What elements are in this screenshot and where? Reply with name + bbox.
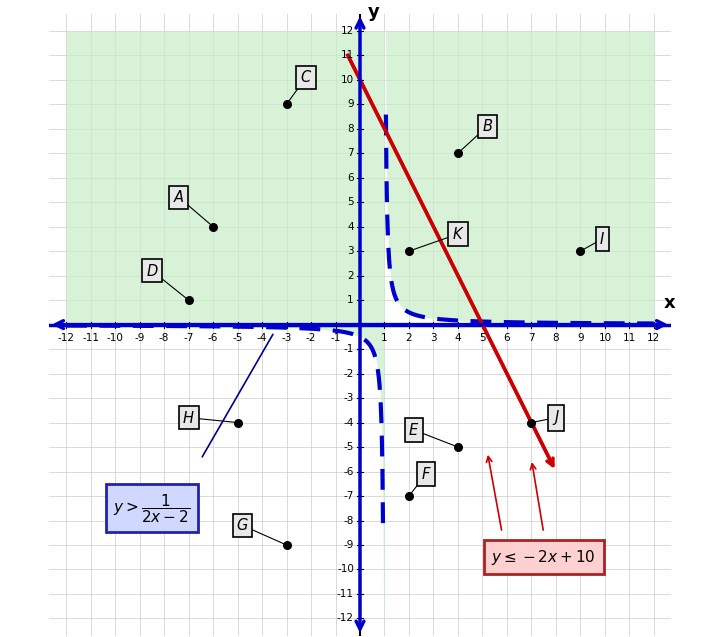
Text: -6: -6: [208, 333, 218, 343]
Text: -4: -4: [257, 333, 267, 343]
Text: -12: -12: [337, 613, 354, 624]
Text: 11: 11: [341, 50, 354, 61]
Text: -8: -8: [343, 515, 354, 526]
Text: 3: 3: [347, 246, 354, 256]
Text: -2: -2: [306, 333, 316, 343]
Text: 8: 8: [552, 333, 559, 343]
Text: -7: -7: [343, 491, 354, 501]
Text: $\mathit{G}$: $\mathit{G}$: [236, 517, 248, 533]
Text: 1: 1: [381, 333, 388, 343]
Text: 2: 2: [347, 271, 354, 281]
Text: -6: -6: [343, 466, 354, 476]
Text: $y>\dfrac{1}{2x-2}$: $y>\dfrac{1}{2x-2}$: [113, 492, 191, 525]
Text: -3: -3: [282, 333, 292, 343]
Text: -9: -9: [135, 333, 145, 343]
Text: $\mathit{J}$: $\mathit{J}$: [552, 408, 560, 427]
Text: $\mathit{E}$: $\mathit{E}$: [408, 422, 420, 438]
Text: -1: -1: [343, 344, 354, 354]
Text: 10: 10: [598, 333, 611, 343]
Text: 11: 11: [623, 333, 636, 343]
Text: 5: 5: [479, 333, 486, 343]
Text: 7: 7: [528, 333, 535, 343]
Text: y: y: [367, 3, 379, 21]
Text: 4: 4: [454, 333, 462, 343]
Text: 1: 1: [347, 295, 354, 305]
Text: -11: -11: [82, 333, 99, 343]
Text: $\mathit{C}$: $\mathit{C}$: [300, 69, 312, 85]
Text: -8: -8: [159, 333, 169, 343]
Text: 9: 9: [347, 99, 354, 109]
Text: $\mathit{K}$: $\mathit{K}$: [451, 226, 464, 242]
Text: 10: 10: [341, 75, 354, 85]
Text: $\mathit{F}$: $\mathit{F}$: [420, 466, 431, 482]
Text: 12: 12: [647, 333, 660, 343]
Text: $\mathit{I}$: $\mathit{I}$: [600, 231, 606, 247]
Text: -1: -1: [330, 333, 341, 343]
Text: -5: -5: [233, 333, 243, 343]
Text: x: x: [664, 294, 675, 312]
Text: 9: 9: [577, 333, 584, 343]
Text: 4: 4: [347, 222, 354, 232]
Text: 5: 5: [347, 197, 354, 207]
Text: 12: 12: [341, 25, 354, 36]
Text: 8: 8: [347, 124, 354, 134]
Text: $\mathit{A}$: $\mathit{A}$: [173, 189, 184, 205]
Text: -12: -12: [58, 333, 75, 343]
Text: -9: -9: [343, 540, 354, 550]
Text: -10: -10: [337, 564, 354, 575]
Text: $\mathit{H}$: $\mathit{H}$: [182, 410, 195, 426]
Text: -4: -4: [343, 418, 354, 427]
Text: $y\leq-2x+10$: $y\leq-2x+10$: [491, 548, 596, 567]
Text: 6: 6: [503, 333, 510, 343]
Text: 3: 3: [430, 333, 437, 343]
Text: -10: -10: [107, 333, 124, 343]
Text: 7: 7: [347, 148, 354, 158]
Text: -7: -7: [184, 333, 194, 343]
Text: -5: -5: [343, 442, 354, 452]
Text: $\mathit{B}$: $\mathit{B}$: [482, 118, 493, 134]
Text: 6: 6: [347, 173, 354, 183]
Text: 2: 2: [405, 333, 413, 343]
Text: -11: -11: [337, 589, 354, 599]
Text: -2: -2: [343, 369, 354, 378]
Text: $\mathit{D}$: $\mathit{D}$: [145, 262, 158, 279]
Text: -3: -3: [343, 393, 354, 403]
